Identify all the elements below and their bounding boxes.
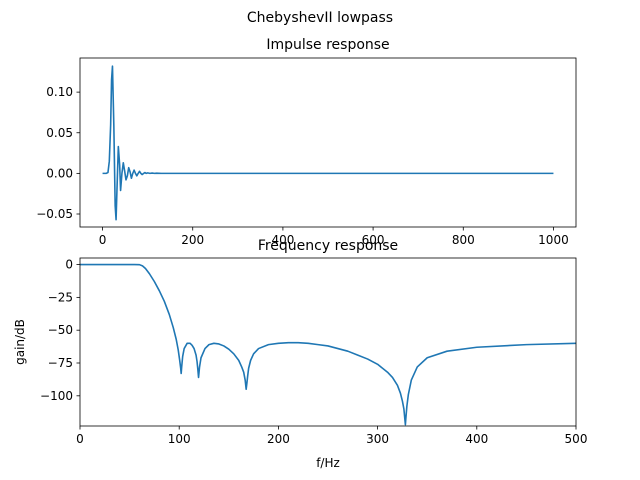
figure-suptitle: ChebyshevII lowpass [247, 10, 393, 26]
y-tick-label: −50 [48, 323, 73, 337]
x-tick-label: 0 [76, 432, 84, 446]
x-tick-label: 300 [366, 432, 389, 446]
x-tick-label: 800 [452, 233, 475, 247]
x-tick-label: 400 [271, 233, 294, 247]
x-tick-label: 500 [565, 432, 588, 446]
frequency-response-ylabel: gain/dB [13, 319, 27, 365]
series-line [102, 65, 554, 221]
frequency-response-ticks: 0 100 200 300 400 500 0 −25 −50 −75 −100 [40, 258, 587, 446]
impulse-response-line-group [102, 65, 554, 221]
x-tick-label: 200 [181, 233, 204, 247]
impulse-response-title: Impulse response [266, 37, 389, 53]
series-line [80, 263, 577, 426]
x-tick-label: 400 [465, 432, 488, 446]
x-tick-label: 100 [168, 432, 191, 446]
x-tick-label: 600 [362, 233, 385, 247]
y-tick-label: −75 [48, 356, 73, 370]
frequency-response-xlabel: f/Hz [316, 456, 340, 470]
y-tick-label: −25 [48, 290, 73, 304]
x-tick-label: 1000 [538, 233, 569, 247]
y-tick-label: 0 [65, 258, 73, 272]
impulse-response-axes-frame [79, 57, 577, 228]
x-tick-label: 0 [99, 233, 107, 247]
frequency-response-axes-frame [79, 257, 577, 427]
y-tick-label: 0.00 [46, 166, 73, 180]
y-tick-label: 0.10 [46, 85, 73, 99]
frequency-response-line-group [80, 263, 577, 426]
y-tick-label: −0.05 [36, 207, 73, 221]
x-tick-label: 200 [267, 432, 290, 446]
frequency-response-panel: Frequency response 0 100 200 300 400 500 0 −25 −… [13, 238, 587, 470]
impulse-response-ticks: 0 200 400 600 800 1000 −0.05 0.00 0.05 0.10 [36, 85, 569, 247]
y-tick-label: 0.05 [46, 126, 73, 140]
frequency-response-title: Frequency response [258, 238, 398, 254]
y-tick-label: −100 [40, 389, 73, 403]
impulse-response-panel: Impulse response 0 200 400 600 800 1000−0.050… [36, 37, 577, 247]
